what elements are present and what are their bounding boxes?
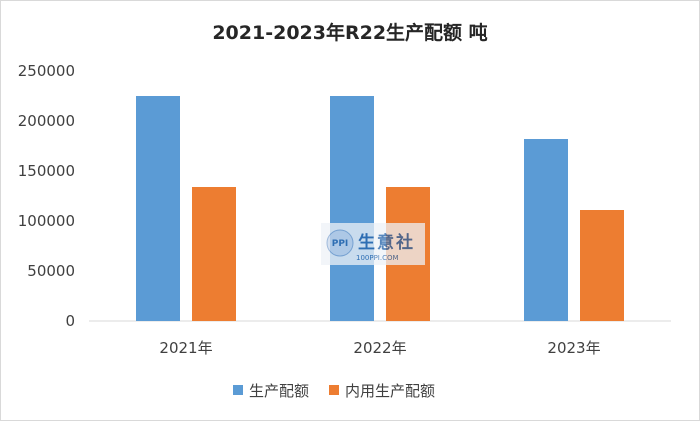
legend-label: 内用生产配额 (345, 382, 435, 400)
bar-production-quota (136, 96, 180, 321)
y-tick-label: 250000 (18, 62, 75, 80)
watermark: PPI 生意社 100PPI.COM (321, 223, 425, 265)
bar-production-quota (524, 139, 568, 321)
x-tick-label: 2021年 (159, 339, 212, 357)
watermark-logo-text: PPI (332, 239, 349, 249)
x-tick-label: 2023年 (547, 339, 600, 357)
bars (136, 96, 624, 321)
y-tick-label: 0 (65, 312, 75, 330)
y-axis-ticks: 0 50000 100000 150000 200000 250000 (18, 62, 75, 330)
legend-swatch (329, 385, 339, 395)
legend-swatch (233, 385, 243, 395)
bar-domestic-production-quota (580, 210, 624, 321)
bar-production-quota (330, 96, 374, 321)
watermark-name: 生意社 (358, 232, 415, 253)
legend: 生产配额 内用生产配额 (233, 382, 435, 400)
x-axis-ticks: 2021年 2022年 2023年 (159, 339, 600, 357)
watermark-site: 100PPI.COM (356, 254, 399, 262)
y-tick-label: 200000 (18, 112, 75, 130)
y-tick-label: 100000 (18, 212, 75, 230)
x-tick-label: 2022年 (353, 339, 406, 357)
watermark-logo-icon (326, 229, 354, 257)
y-tick-label: 50000 (27, 262, 75, 280)
legend-label: 生产配额 (249, 382, 309, 400)
y-tick-label: 150000 (18, 162, 75, 180)
chart-title: 2021-2023年R22生产配额 吨 (212, 21, 487, 44)
bar-domestic-production-quota (192, 187, 236, 321)
